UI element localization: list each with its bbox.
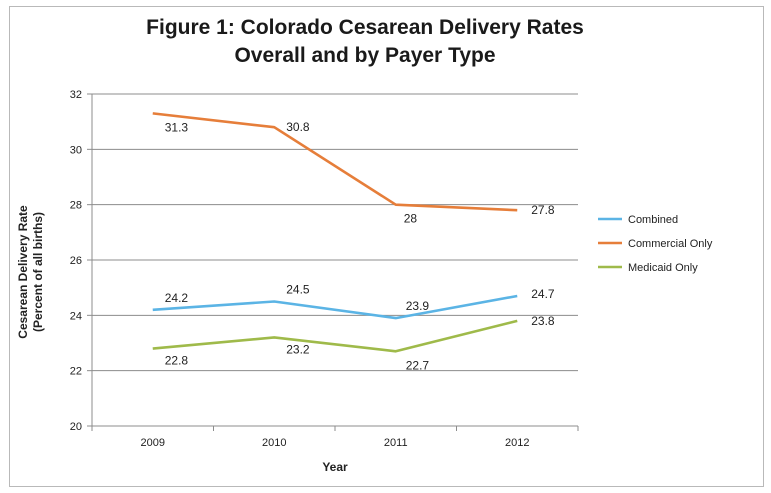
legend-label: Medicaid Only	[628, 262, 698, 274]
data-label: 30.8	[286, 120, 310, 134]
chart-title: Figure 1: Colorado Cesarean Delivery Rat…	[100, 14, 630, 70]
x-axis-title: Year	[322, 460, 348, 474]
y-tick-label: 24	[70, 310, 82, 322]
y-axis-title: Cesarean Delivery Rate (Percent of all b…	[16, 205, 45, 339]
data-label: 31.3	[165, 120, 189, 134]
x-tick-label: 2012	[505, 437, 529, 449]
data-label: 24.5	[286, 283, 310, 297]
y-tick-label: 32	[70, 89, 82, 101]
x-tick-label: 2010	[262, 437, 286, 449]
chart-frame	[9, 6, 764, 487]
y-tick-label: 20	[70, 421, 82, 433]
chart-title-line2: Overall and by Payer Type	[234, 44, 496, 67]
data-label: 24.2	[165, 291, 189, 305]
data-label: 23.9	[406, 299, 430, 313]
series-line	[152, 112, 518, 212]
series-line	[152, 294, 518, 320]
gridlines	[92, 93, 578, 372]
data-label: 23.8	[531, 314, 555, 328]
y-tick-labels: 20 22 24 26 28 30 32	[70, 89, 82, 433]
chart-title-line1: Figure 1: Colorado Cesarean Delivery Rat…	[146, 16, 584, 39]
legend-label: Commercial Only	[628, 238, 713, 250]
data-labels: 24.2 24.5 23.9 24.7 31.3 30.8 28 27.8 22.8 23.2 22…	[165, 120, 555, 372]
data-label: 27.8	[531, 203, 555, 217]
x-tick-label: 2011	[384, 437, 408, 449]
x-tick-labels: 2009 2010 2011 2012	[141, 437, 530, 449]
legend: Combined Commercial Only Medicaid Only	[598, 214, 713, 274]
y-axis-title-line2: (Percent of all births)	[31, 212, 45, 332]
data-label: 23.2	[286, 342, 310, 356]
data-label: 28	[404, 212, 418, 226]
series-line	[152, 319, 518, 353]
y-axis-title-line1: Cesarean Delivery Rate	[16, 205, 30, 339]
x-tick-label: 2009	[141, 437, 165, 449]
y-tick-label: 22	[70, 366, 82, 378]
y-tick-label: 30	[70, 144, 82, 156]
axes	[87, 93, 579, 431]
y-tick-label: 28	[70, 200, 82, 212]
data-label: 22.8	[165, 354, 189, 368]
series-lines	[152, 112, 518, 353]
legend-label: Combined	[628, 214, 678, 226]
y-tick-label: 26	[70, 255, 82, 267]
data-label: 24.7	[531, 287, 555, 301]
data-label: 22.7	[406, 358, 430, 372]
